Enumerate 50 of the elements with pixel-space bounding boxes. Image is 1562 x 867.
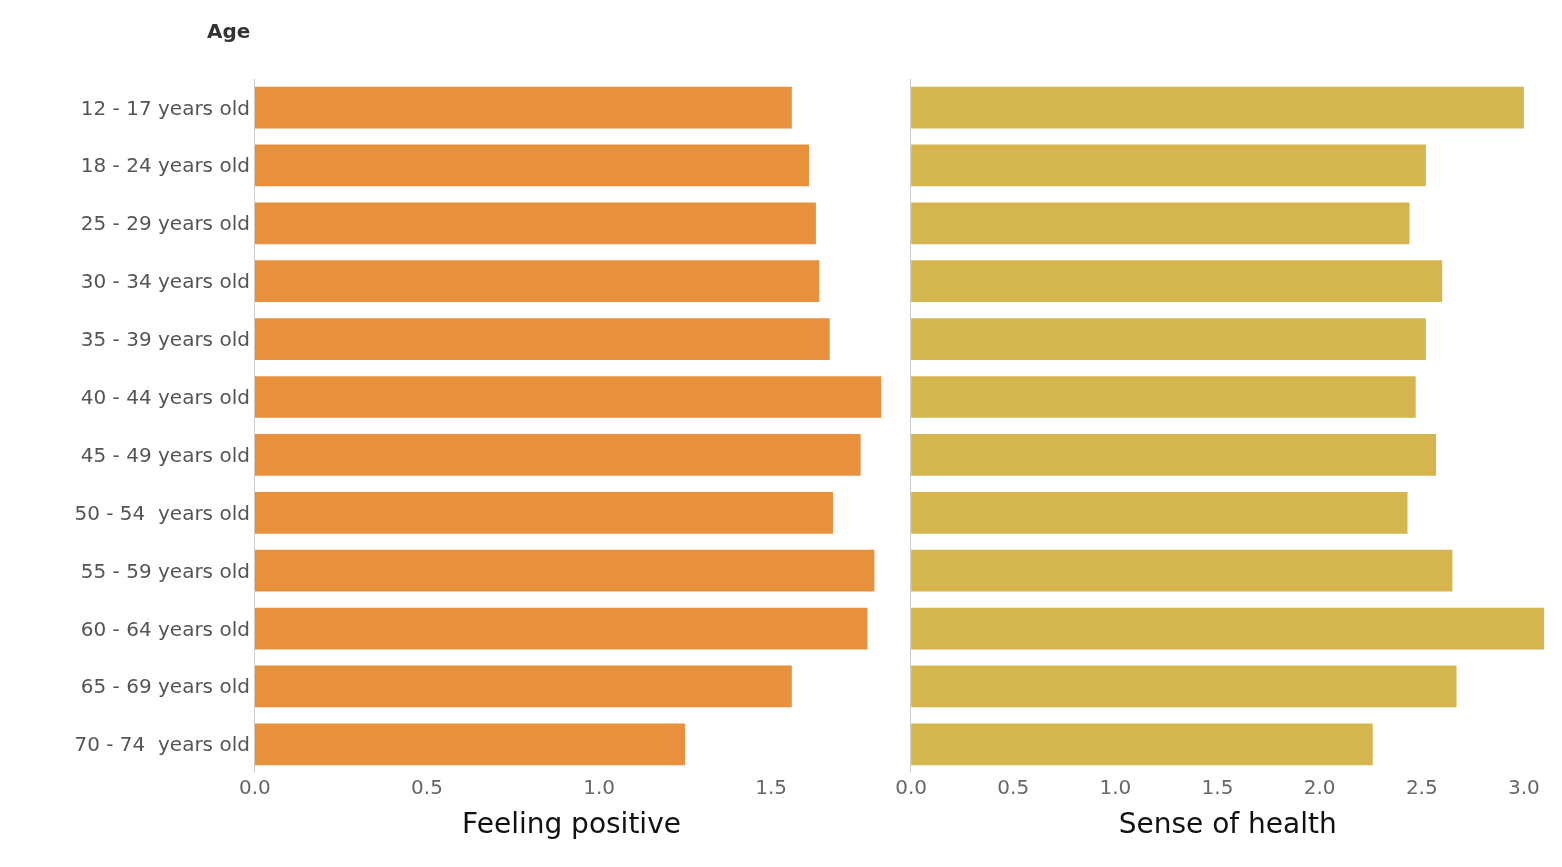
bar	[254, 434, 861, 476]
bar	[254, 491, 834, 534]
x-tick-label: 0.5	[411, 775, 443, 800]
y-tick-label: 60 - 64 years old	[80, 616, 250, 641]
bar	[911, 723, 1373, 766]
bar	[911, 202, 1410, 245]
y-axis-title: Age	[207, 19, 251, 43]
bar	[254, 549, 875, 592]
x-axis-title: Feeling positive	[462, 807, 681, 841]
bar	[254, 376, 882, 418]
bar	[254, 318, 830, 360]
y-tick-label: 55 - 59 years old	[80, 558, 250, 583]
y-tick-label: 25 - 29 years old	[80, 211, 250, 236]
x-tick-label: 1.5	[755, 775, 788, 800]
bar	[911, 665, 1457, 708]
x-tick-label: 1.5	[1201, 775, 1234, 800]
x-tick-label: 0.0	[895, 775, 927, 800]
bar	[254, 202, 816, 245]
y-tick-label: 70 - 74 years old	[74, 732, 250, 757]
bar	[911, 607, 1545, 650]
bar	[254, 607, 868, 650]
x-axis-title: Sense of health	[1118, 807, 1337, 841]
bar	[911, 491, 1408, 534]
bar	[254, 86, 792, 129]
x-tick-label: 2.5	[1405, 775, 1438, 800]
y-tick-label: 50 - 54 years old	[74, 500, 250, 525]
x-tick-label: 3.0	[1508, 775, 1540, 800]
y-tick-label: 65 - 69 years old	[80, 674, 250, 699]
y-tick-label: 40 - 44 years old	[80, 385, 250, 409]
bar	[911, 318, 1426, 360]
y-tick-label: 35 - 39 years old	[80, 327, 250, 352]
bar	[911, 549, 1453, 592]
y-tick-label: 30 - 34 years old	[80, 269, 250, 294]
bar	[911, 434, 1437, 476]
bar	[911, 260, 1443, 303]
bar	[254, 260, 820, 303]
x-tick-label: 0.0	[238, 775, 271, 800]
bar	[911, 144, 1426, 187]
x-tick-label: 1.0	[1099, 775, 1132, 800]
x-tick-label: 0.5	[997, 775, 1030, 800]
bar	[911, 376, 1416, 418]
bar	[254, 144, 810, 187]
bar	[254, 723, 686, 766]
y-tick-label: 18 - 24 years old	[80, 153, 250, 178]
bar	[254, 665, 792, 708]
x-tick-label: 1.0	[583, 775, 615, 800]
y-tick-label: 45 - 49 years old	[80, 442, 250, 467]
bar	[911, 86, 1524, 129]
x-tick-label: 2.0	[1303, 775, 1336, 800]
y-tick-label: 12 - 17 years old	[80, 95, 250, 120]
